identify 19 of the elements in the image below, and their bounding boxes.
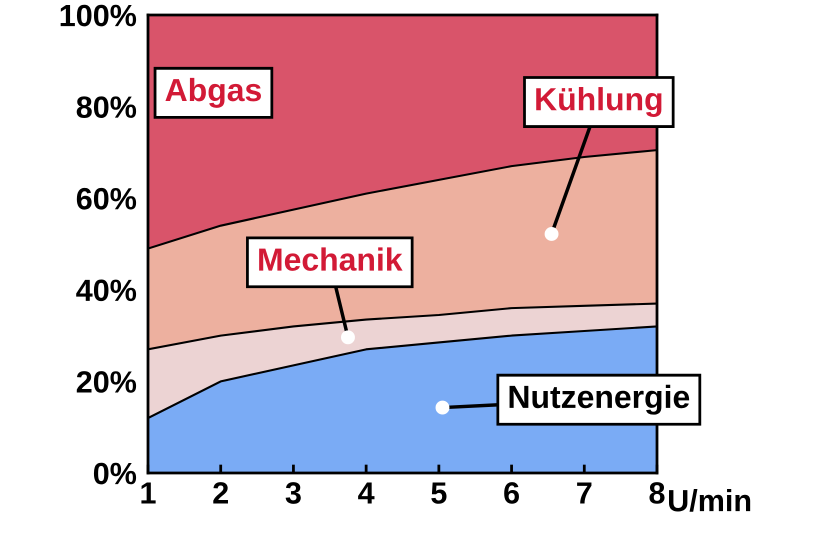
series-label: Nutzenergie: [510, 384, 690, 415]
x-axis-title: U/min: [669, 489, 750, 512]
y-tick-label: 40%: [76, 280, 136, 302]
x-tick-label: 5: [431, 482, 447, 504]
y-tick-label: 100%: [60, 4, 136, 26]
x-tick-label: 3: [286, 482, 301, 504]
y-tick-label: 80%: [76, 96, 136, 118]
x-tick-label: 2: [213, 482, 228, 504]
series-label: Kühlung: [536, 87, 662, 117]
x-tick-label: 7: [577, 482, 592, 504]
x-tick-label: 1: [141, 482, 156, 504]
y-tick-label: 20%: [76, 371, 136, 393]
y-tick-label: 60%: [76, 188, 136, 210]
series-label: Mechanik: [259, 247, 403, 271]
series-label: Abgas: [165, 78, 261, 108]
x-tick-label: 6: [504, 482, 519, 504]
x-tick-label: 8: [649, 482, 665, 504]
x-tick-label: 4: [358, 482, 374, 504]
y-tick-label: 0%: [94, 462, 136, 484]
